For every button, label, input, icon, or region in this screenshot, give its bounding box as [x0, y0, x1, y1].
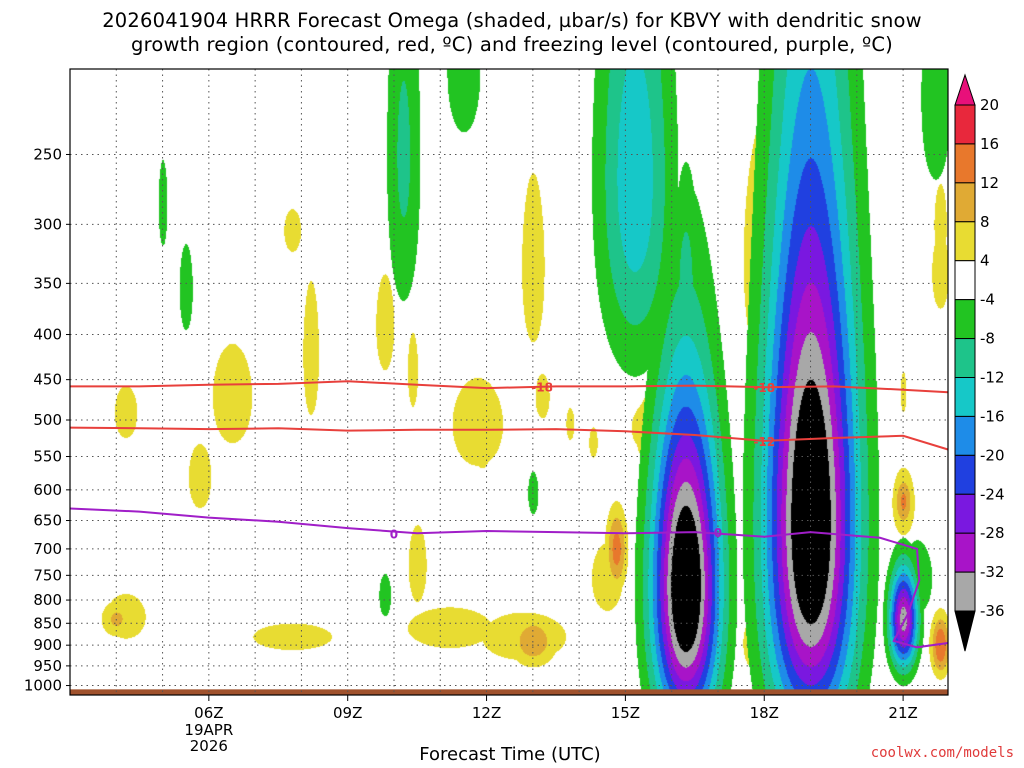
- y-tick-label-300: 300: [33, 215, 62, 233]
- colorbar-label--36: -36: [980, 602, 1005, 620]
- y-tick-label-800: 800: [33, 591, 62, 609]
- colorbar-label-20: 20: [980, 96, 999, 114]
- colorbar-swatch-8: [954, 415, 976, 456]
- y-tick-label-850: 850: [33, 614, 62, 632]
- plot-frame: [69, 68, 949, 696]
- colorbar-swatch-6: [954, 338, 976, 379]
- colorbar-swatch-9: [954, 454, 976, 495]
- contour-label-freezing_level-1: 0: [714, 526, 722, 540]
- colorbar-label--4: -4: [980, 291, 995, 309]
- y-tick-label-600: 600: [33, 481, 62, 499]
- y-tick-label-350: 350: [33, 274, 62, 292]
- colorbar-label-4: 4: [980, 252, 990, 270]
- y-tick-label-400: 400: [33, 326, 62, 344]
- x-tick-label-09Z: 09Z: [333, 704, 362, 722]
- source-credit[interactable]: coolwx.com/models: [870, 745, 1014, 761]
- x-tick-label-15Z: 15Z: [611, 704, 640, 722]
- contour-label-freezing_level-0: 0: [390, 527, 398, 541]
- y-tick-label-900: 900: [33, 636, 62, 654]
- colorbar-label-8: 8: [980, 213, 990, 231]
- x-tick-label-18Z: 18Z: [750, 704, 779, 722]
- colorbar-label-16: 16: [980, 135, 999, 153]
- colorbar-swatch-7: [954, 377, 976, 417]
- y-tick-label-550: 550: [33, 448, 62, 466]
- colorbar-swatch-5: [954, 299, 976, 340]
- colorbar-arrow-top: [954, 73, 976, 106]
- y-tick-label-500: 500: [33, 411, 62, 429]
- contour-freezing_level: [69, 507, 949, 649]
- contour-dgz_bottom: [69, 426, 949, 451]
- ground-terrain: [70, 689, 948, 695]
- colorbar-swatch-0: [954, 104, 976, 145]
- chart-title-line-1: 2026041904 HRRR Forecast Omega (shaded, …: [102, 9, 922, 32]
- chart-title-line-2: growth region (contoured, red, ºC) and f…: [131, 33, 893, 56]
- omega-shading: [70, 69, 948, 695]
- y-tick-label-650: 650: [33, 512, 62, 530]
- colorbar-label--24: -24: [980, 485, 1005, 503]
- colorbar-label--32: -32: [980, 563, 1005, 581]
- colorbar-swatch-4: [954, 260, 976, 301]
- colorbar-label--12: -12: [980, 369, 1005, 387]
- colorbar-swatch-12: [954, 571, 976, 612]
- colorbar-swatch-10: [954, 493, 976, 534]
- x-tick-date-19APR: 19APR: [184, 721, 233, 739]
- x-tick-label-21Z: 21Z: [888, 704, 917, 722]
- colorbar-swatch-3: [954, 221, 976, 262]
- colorbar: 20 16 12 8 4 -4 -8 -12 -16 -20 -24 -28 -32 -36: [954, 73, 1005, 652]
- colorbar-label--28: -28: [980, 524, 1005, 542]
- y-tick-label-950: 950: [33, 657, 62, 675]
- y-tick-label-250: 250: [33, 145, 62, 163]
- y-tick-label-450: 450: [33, 371, 62, 389]
- contour-label-dgz_bottom-0: -12: [753, 435, 775, 449]
- x-axis-label: Forecast Time (UTC): [419, 744, 601, 765]
- colorbar-label--20: -20: [980, 446, 1005, 464]
- x-tick-label-06Z: 06Z: [194, 704, 223, 722]
- y-tick-label-700: 700: [33, 540, 62, 558]
- x-tick-label-12Z: 12Z: [472, 704, 501, 722]
- x-tick-date-2026: 2026: [190, 737, 228, 755]
- colorbar-swatch-2: [954, 182, 976, 223]
- colorbar-swatch-11: [954, 532, 976, 573]
- contour-dgz_top: [70, 380, 949, 394]
- colorbar-label-12: 12: [980, 174, 999, 192]
- contour-label-dgz_top-0: -18: [531, 380, 553, 394]
- gridlines: [69, 69, 948, 695]
- colorbar-label--8: -8: [980, 330, 995, 348]
- y-tick-label-1000: 1000: [24, 677, 62, 695]
- y-tick-label-750: 750: [33, 566, 62, 584]
- contour-label-dgz_top-1: -18: [753, 381, 775, 395]
- colorbar-label--16: -16: [980, 407, 1005, 425]
- colorbar-arrow-bottom: [954, 610, 976, 652]
- colorbar-swatch-1: [954, 143, 976, 184]
